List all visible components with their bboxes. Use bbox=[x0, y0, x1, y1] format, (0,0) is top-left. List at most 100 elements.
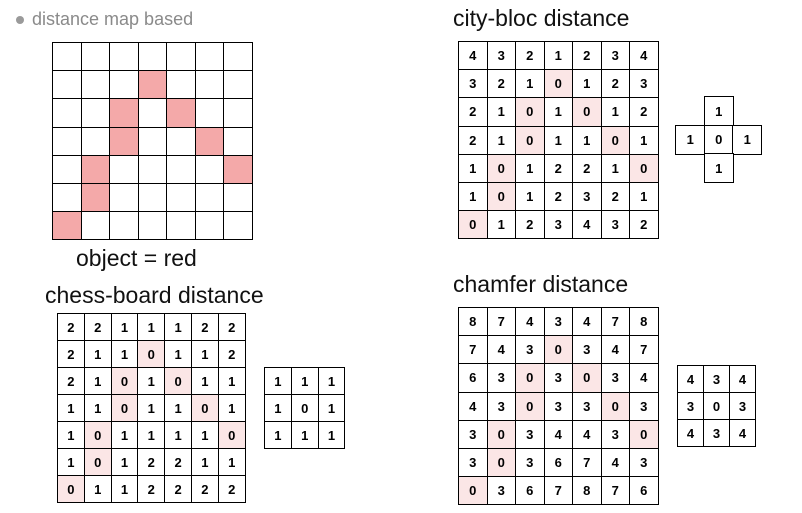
distance-cell: 1 bbox=[487, 98, 516, 127]
distance-cell: 4 bbox=[630, 42, 659, 71]
distance-cell: 3 bbox=[630, 448, 659, 478]
mask-cell: 0 bbox=[291, 395, 319, 422]
object-cell bbox=[110, 155, 139, 184]
object-cell bbox=[138, 183, 167, 213]
object-cell bbox=[53, 155, 82, 184]
distance-cell: 3 bbox=[459, 420, 488, 449]
distance-cell: 2 bbox=[459, 98, 488, 127]
mask-cell: 1 bbox=[703, 96, 734, 127]
distance-cell: 2 bbox=[544, 154, 573, 183]
distance-cell: 3 bbox=[516, 336, 545, 365]
object-cell-red bbox=[224, 155, 253, 184]
distance-cell: 3 bbox=[516, 420, 545, 449]
distance-cell: 7 bbox=[544, 477, 573, 506]
mask-cell: 1 bbox=[318, 395, 346, 422]
mask-cell: 1 bbox=[265, 368, 292, 395]
distance-cell: 1 bbox=[218, 449, 246, 476]
distance-cell: 0 bbox=[601, 392, 630, 421]
distance-cell: 3 bbox=[459, 448, 488, 478]
distance-cell: 3 bbox=[601, 211, 630, 240]
distance-cell: 2 bbox=[601, 182, 630, 212]
mask-cell: 4 bbox=[730, 420, 756, 447]
object-cell bbox=[195, 212, 224, 241]
object-cell bbox=[81, 71, 110, 100]
mask-empty bbox=[676, 154, 705, 183]
distance-cell: 7 bbox=[487, 308, 516, 337]
object-cell bbox=[224, 71, 253, 100]
distance-cell: 0 bbox=[630, 420, 659, 449]
distance-cell: 1 bbox=[573, 126, 602, 155]
distance-cell: 1 bbox=[218, 368, 246, 395]
distance-cell: 1 bbox=[111, 449, 139, 476]
distance-cell: 3 bbox=[544, 308, 573, 337]
object-cell bbox=[53, 127, 82, 156]
distance-cell: 4 bbox=[459, 392, 488, 421]
object-cell bbox=[167, 43, 196, 72]
distance-cell: 1 bbox=[487, 211, 516, 240]
distance-cell: 3 bbox=[487, 392, 516, 421]
distance-cell: 2 bbox=[218, 341, 246, 368]
mask-cell: 1 bbox=[318, 368, 346, 395]
distance-cell: 2 bbox=[84, 314, 112, 341]
object-cell bbox=[167, 71, 196, 100]
distance-cell: 1 bbox=[459, 182, 488, 212]
distance-cell: 4 bbox=[544, 420, 573, 449]
distance-cell: 2 bbox=[516, 211, 545, 240]
distance-cell: 1 bbox=[165, 314, 192, 341]
distance-cell: 1 bbox=[58, 449, 85, 476]
mask-cell: 1 bbox=[703, 153, 734, 184]
distance-cell: 1 bbox=[165, 422, 192, 449]
distance-cell: 7 bbox=[573, 448, 602, 478]
object-cell bbox=[138, 99, 167, 128]
object-cell-red bbox=[110, 127, 139, 156]
distance-cell: 1 bbox=[165, 395, 192, 422]
distance-cell: 3 bbox=[544, 364, 573, 393]
distance-cell: 0 bbox=[544, 70, 573, 99]
object-cell-red bbox=[138, 71, 167, 100]
distance-cell: 1 bbox=[459, 154, 488, 183]
distance-cell: 1 bbox=[191, 449, 219, 476]
distance-cell: 2 bbox=[165, 449, 192, 476]
distance-cell: 3 bbox=[601, 42, 630, 71]
distance-cell: 1 bbox=[111, 341, 139, 368]
object-cell bbox=[81, 127, 110, 156]
distance-cell: 1 bbox=[191, 341, 219, 368]
distance-cell: 1 bbox=[544, 98, 573, 127]
distance-cell: 1 bbox=[111, 422, 139, 449]
mask-cell: 3 bbox=[704, 366, 730, 393]
distance-cell: 2 bbox=[165, 476, 192, 503]
distance-cell: 3 bbox=[630, 392, 659, 421]
mask-cell: 1 bbox=[732, 124, 763, 155]
object-caption: object = red bbox=[76, 245, 197, 271]
bullet-dot-icon bbox=[16, 15, 24, 24]
distance-cell: 2 bbox=[573, 154, 602, 183]
object-cell-red bbox=[53, 212, 82, 241]
object-cell bbox=[53, 43, 82, 72]
mask-cell: 0 bbox=[704, 393, 730, 420]
distance-cell: 0 bbox=[573, 98, 602, 127]
distance-cell: 0 bbox=[630, 154, 659, 183]
object-cell bbox=[195, 155, 224, 184]
distance-cell: 3 bbox=[573, 182, 602, 212]
distance-cell: 0 bbox=[516, 98, 545, 127]
distance-cell: 0 bbox=[459, 477, 488, 506]
object-cell bbox=[81, 43, 110, 72]
distance-cell: 1 bbox=[630, 182, 659, 212]
distance-cell: 6 bbox=[459, 364, 488, 393]
distance-cell: 2 bbox=[58, 314, 85, 341]
object-cell-red bbox=[167, 99, 196, 128]
mask-cell: 1 bbox=[675, 124, 706, 155]
distance-cell: 2 bbox=[573, 42, 602, 71]
object-cell bbox=[195, 71, 224, 100]
object-cell bbox=[81, 212, 110, 241]
distance-cell: 8 bbox=[459, 308, 488, 337]
object-cell bbox=[224, 43, 253, 72]
distance-cell: 4 bbox=[516, 308, 545, 337]
distance-cell: 2 bbox=[459, 126, 488, 155]
distance-cell: 8 bbox=[573, 477, 602, 506]
object-cell bbox=[138, 212, 167, 241]
mask-cell: 4 bbox=[678, 420, 704, 447]
object-cell bbox=[110, 71, 139, 100]
object-cell bbox=[138, 127, 167, 156]
